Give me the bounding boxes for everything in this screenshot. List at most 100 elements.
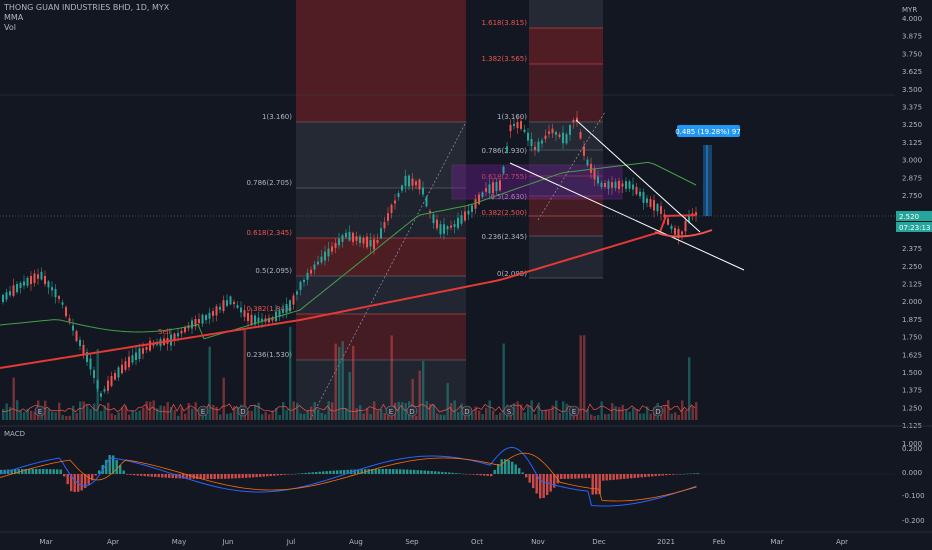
candle-body xyxy=(397,192,400,198)
candle-body xyxy=(177,333,179,337)
candle-body xyxy=(198,318,200,324)
volume-bar xyxy=(93,403,96,420)
volume-bar xyxy=(502,343,505,420)
fib-trend-line-right xyxy=(537,111,606,221)
macd-hist-bar xyxy=(616,474,619,480)
event-marker[interactable]: E xyxy=(197,405,209,417)
volume-bar xyxy=(170,406,173,420)
measure-tool[interactable]: 0.485 (19.28%) 97 xyxy=(675,125,741,216)
candle-body xyxy=(684,220,687,232)
candle-body xyxy=(142,348,144,354)
macd-hist-bar xyxy=(462,473,465,475)
candle-body xyxy=(121,364,123,374)
volume-bar xyxy=(303,414,306,420)
macd-hist-bar xyxy=(430,471,433,474)
macd-hist-bar xyxy=(164,474,167,478)
volume-bar xyxy=(212,404,215,420)
event-marker[interactable]: D xyxy=(461,405,473,417)
candle-body xyxy=(261,318,263,322)
candle-body xyxy=(37,274,39,279)
macd-hist-bar xyxy=(693,473,696,474)
macd-hist-bar xyxy=(465,474,468,475)
macd-hist-bar xyxy=(94,474,97,476)
mma-indicator-label[interactable]: MMA xyxy=(4,13,24,22)
candle-body xyxy=(149,340,151,351)
event-marker[interactable]: E xyxy=(385,405,397,417)
event-circle xyxy=(385,405,397,417)
time-label: Sep xyxy=(405,538,419,546)
candle-body xyxy=(68,318,71,322)
candle-body xyxy=(268,317,270,323)
time-label: Mar xyxy=(39,538,52,546)
time-label: Jun xyxy=(222,538,234,546)
macd-hist-bar xyxy=(147,474,150,477)
volume-bar xyxy=(495,414,498,420)
macd-hist-bar xyxy=(273,474,276,476)
candle-body xyxy=(485,188,487,192)
candle-body xyxy=(331,246,333,252)
volume-bar xyxy=(317,409,320,420)
price-axis-label: 3.875 xyxy=(902,33,922,41)
volume-bar xyxy=(359,405,362,420)
macd-hist-bar xyxy=(441,471,444,474)
volume-bar xyxy=(471,412,474,420)
event-marker[interactable]: D xyxy=(652,405,664,417)
candle-body xyxy=(100,393,102,397)
candle-body xyxy=(306,272,309,280)
macd-hist-bar xyxy=(532,474,535,489)
candle-body xyxy=(663,214,666,218)
volume-bar xyxy=(264,412,267,420)
macd-hist-bar xyxy=(563,474,566,479)
macd-hist-bar xyxy=(672,474,675,475)
volume-bar xyxy=(233,406,236,420)
macd-hist-bar xyxy=(31,468,34,474)
event-letter: E xyxy=(201,408,205,416)
macd-hist-bar xyxy=(444,472,447,474)
macd-hist-bar xyxy=(553,474,556,488)
macd-hist-bar xyxy=(301,473,304,474)
volume-bar xyxy=(695,402,698,420)
event-circle xyxy=(406,405,418,417)
macd-label: MACD xyxy=(4,430,25,438)
macd-hist-bar xyxy=(392,469,395,474)
macd-hist-bar xyxy=(234,474,237,479)
candle-body xyxy=(9,291,11,296)
candle-body xyxy=(688,215,690,223)
macd-hist-bar xyxy=(357,469,360,474)
volume-bar xyxy=(229,413,232,420)
volume-bar xyxy=(586,408,589,420)
volume-bar xyxy=(383,413,386,420)
macd-hist-bar xyxy=(567,474,570,479)
macd-hist-bar xyxy=(500,459,503,474)
fib-zone-r1 xyxy=(529,28,603,64)
macd-hist-bar xyxy=(168,474,171,478)
candle-body xyxy=(317,261,319,265)
falling-wedge[interactable] xyxy=(509,111,745,271)
volume-bar xyxy=(348,372,351,420)
macd-hist-bar xyxy=(528,474,531,483)
fib-label: 0.618(2.755) xyxy=(481,173,527,181)
macd-hist-bar xyxy=(668,474,671,475)
fib-label: 1(3.160) xyxy=(262,113,292,121)
macd-hist-bar xyxy=(661,474,664,476)
volume-indicator-label[interactable]: Vol xyxy=(4,23,16,32)
candle-body xyxy=(135,352,137,361)
symbol-title[interactable]: THONG GUAN INDUSTRIES BHD, 1D, MYX xyxy=(4,3,170,12)
event-marker[interactable]: D xyxy=(237,405,249,417)
macd-hist-bar xyxy=(325,471,328,474)
volume-bar xyxy=(429,403,432,420)
event-marker[interactable]: E xyxy=(34,405,46,417)
volume-bar xyxy=(446,383,449,420)
candle-body xyxy=(562,132,564,144)
macd-hist-bar xyxy=(360,469,363,474)
event-marker[interactable]: D xyxy=(406,405,418,417)
volume-bar xyxy=(278,414,281,420)
event-marker[interactable]: E xyxy=(568,405,580,417)
candle-body xyxy=(632,184,634,190)
volume-bar xyxy=(541,410,544,420)
event-marker[interactable]: S xyxy=(503,405,515,417)
volume-moving-average xyxy=(1,403,696,413)
volume-bar xyxy=(191,408,194,420)
